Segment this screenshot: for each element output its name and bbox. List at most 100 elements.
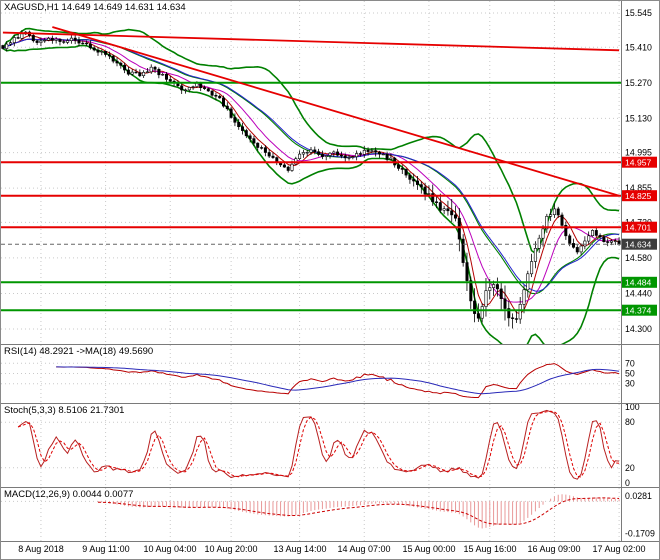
candle-body — [408, 174, 412, 180]
candle-body — [309, 149, 313, 153]
candle-body — [442, 208, 446, 211]
candle-body — [587, 235, 591, 242]
candle-body — [165, 74, 169, 80]
price-tag[interactable] — [622, 221, 657, 233]
price-tag[interactable] — [622, 304, 657, 316]
indicator-axis-label: 70 — [625, 358, 635, 368]
candle-body — [400, 168, 404, 170]
candle-body — [43, 39, 47, 42]
time-axis-label: 10 Aug 20:00 — [204, 544, 258, 554]
price-axis-label: 14.580 — [625, 253, 652, 263]
indicator-scale[interactable]: 0.0281 -0.1709 — [621, 488, 655, 541]
candle-body — [396, 164, 400, 169]
candle-body — [88, 43, 92, 49]
price-tag-label: 14.957 — [625, 157, 652, 167]
candle-body — [434, 201, 438, 203]
candle-body — [552, 208, 556, 215]
price-tag-label: 14.374 — [625, 305, 652, 315]
price-axis-label: 15.410 — [625, 42, 652, 52]
grid-layer — [1, 488, 621, 541]
candle-body — [111, 55, 115, 62]
candle-body — [507, 308, 511, 319]
indicator-axis-label: 80 — [625, 417, 635, 427]
indicator-axis-label: 50 — [625, 369, 635, 379]
candle-body — [58, 38, 62, 42]
candle-body — [533, 248, 537, 262]
candle-body — [286, 166, 290, 171]
candles-layer — [1, 29, 621, 329]
stochastic-lines — [17, 409, 620, 480]
candle-body — [514, 318, 518, 320]
candle-body — [62, 41, 66, 43]
price-axis-label: 14.300 — [625, 324, 652, 334]
candle-body — [35, 40, 39, 43]
main-chart-canvas[interactable]: 15.545 15.410 15.270 15.130 14.995 14.855 14.7… — [1, 1, 659, 344]
support-resistance-levels[interactable] — [1, 26, 621, 312]
price-tag[interactable] — [622, 276, 657, 288]
price-tag[interactable] — [622, 190, 657, 202]
candle-body — [142, 72, 146, 77]
candle-body — [571, 243, 575, 248]
candle-body — [450, 210, 454, 216]
candle-body — [305, 152, 309, 154]
candle-body — [362, 150, 366, 155]
candle-body — [271, 155, 275, 158]
time-axis[interactable]: 8 Aug 2018 9 Aug 11:00 10 Aug 04:00 10 Aug … — [1, 541, 659, 559]
candle-body — [210, 90, 214, 96]
price-tag-label: 14.701 — [625, 222, 652, 232]
indicator-axis-label: 0 — [625, 478, 630, 487]
candle-body — [522, 289, 526, 305]
candle-body — [31, 35, 35, 42]
candle-body — [153, 66, 157, 70]
stochastic-canvas[interactable]: 100 80 20 0 — [1, 404, 659, 487]
candle-body — [85, 42, 89, 45]
price-axis-label: 14.855 — [625, 183, 652, 193]
candle-body — [195, 83, 199, 87]
price-tag[interactable] — [622, 238, 657, 250]
main-chart-panel: 15.545 15.410 15.270 15.130 14.995 14.855 14.7… — [1, 1, 659, 344]
stochastic-label: Stoch(5,3,3) 8.5106 21.7301 — [4, 405, 125, 416]
candle-body — [187, 87, 191, 91]
candle-body — [203, 87, 207, 89]
price-tag[interactable] — [622, 156, 657, 168]
candle-body — [233, 117, 237, 123]
candle-body — [244, 130, 248, 137]
candle-body — [476, 313, 480, 319]
candle-body — [473, 300, 477, 314]
candle-body — [377, 151, 381, 155]
candle-body — [511, 317, 515, 319]
candle-body — [549, 214, 553, 217]
candle-body — [575, 247, 579, 253]
candle-body — [317, 151, 321, 155]
bollinger-layer — [2, 27, 620, 344]
macd-histogram — [97, 494, 620, 529]
indicator-scale[interactable]: 100 80 20 0 — [621, 404, 640, 487]
candle-body — [180, 85, 184, 91]
candle-body — [530, 261, 534, 275]
price-tags[interactable]: 14.957 14.825 14.701 14.484 14.374 14.634 — [622, 156, 657, 316]
candle-body — [282, 164, 286, 168]
candle-body — [427, 193, 431, 195]
candle-body — [5, 43, 9, 49]
candle-body — [298, 153, 302, 160]
candle-body — [149, 66, 153, 73]
candle-body — [495, 284, 499, 290]
candle-body — [54, 38, 58, 41]
candle-body — [229, 108, 233, 118]
candle-body — [161, 74, 165, 76]
candle-body — [370, 150, 374, 152]
candle-body — [324, 155, 328, 157]
candle-body — [313, 149, 317, 152]
candle-body — [191, 86, 195, 88]
candle-body — [119, 62, 123, 66]
candle-body — [457, 217, 461, 240]
macd-canvas[interactable]: 0.0281 -0.1709 — [1, 488, 659, 541]
candle-body — [617, 240, 621, 245]
time-axis-label: 8 Aug 2018 — [18, 544, 64, 554]
price-tag-label: 14.484 — [625, 277, 652, 287]
candle-body — [46, 37, 50, 41]
candle-body — [199, 83, 203, 89]
price-scale[interactable]: 15.545 15.410 15.270 15.130 14.995 14.855 14.7… — [621, 1, 653, 344]
